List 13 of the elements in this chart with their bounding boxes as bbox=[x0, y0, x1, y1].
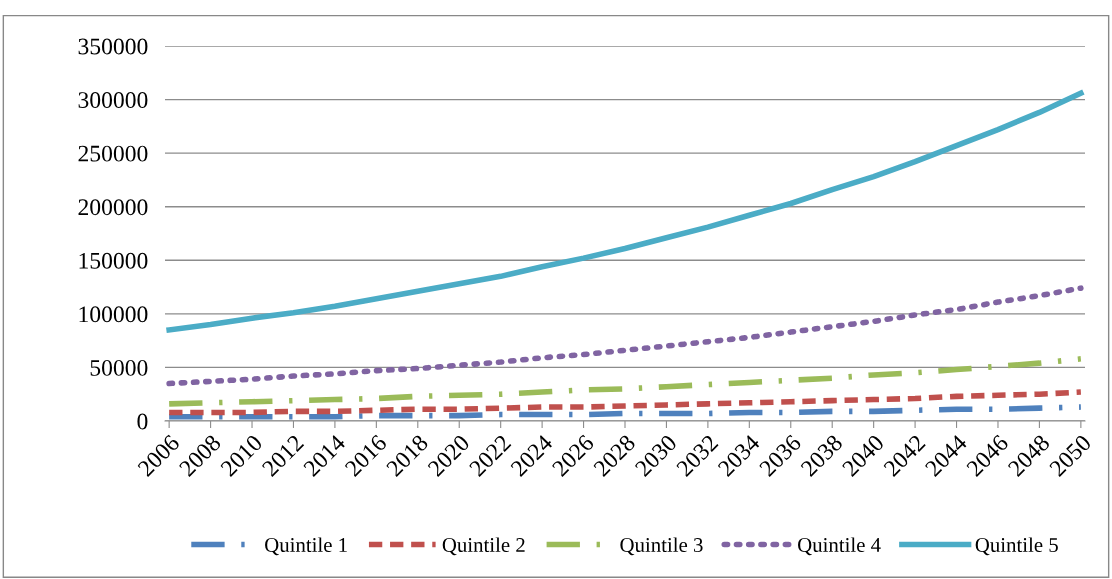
y-tick-label: 0 bbox=[137, 413, 148, 430]
legend-label: Quintile 5 bbox=[975, 537, 1058, 556]
y-tick-label: 200000 bbox=[78, 199, 148, 216]
legend-label: Quintile 2 bbox=[442, 537, 525, 556]
legend-label: Quintile 3 bbox=[620, 537, 703, 556]
y-tick-label: 150000 bbox=[79, 252, 148, 269]
y-tick-label: 250000 bbox=[78, 145, 148, 162]
y-tick-label: 100000 bbox=[79, 306, 148, 323]
y-tick-label: 50000 bbox=[90, 359, 148, 376]
y-tick-label: 350000 bbox=[78, 38, 148, 55]
y-tick-label: 300000 bbox=[78, 92, 148, 108]
legend-label: Quintile 4 bbox=[798, 537, 881, 556]
legend-label: Quintile 1 bbox=[265, 537, 347, 556]
